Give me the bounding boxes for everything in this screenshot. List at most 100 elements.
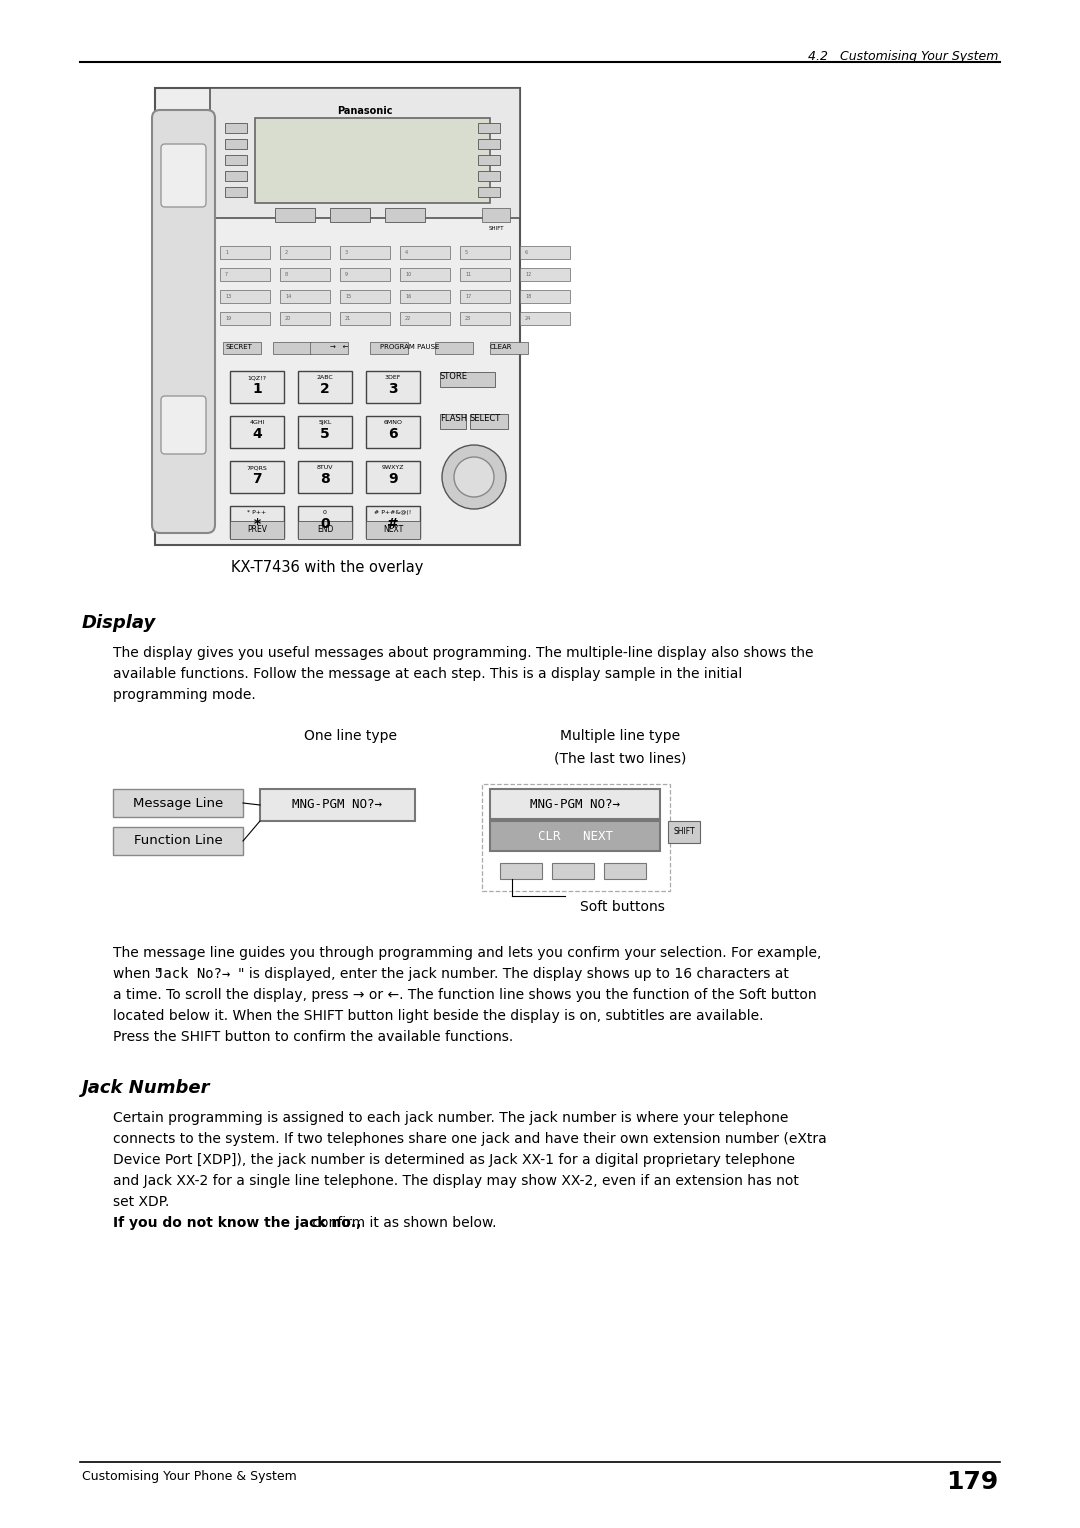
Bar <box>366 461 420 494</box>
Text: 1QZ!?: 1QZ!? <box>247 374 267 380</box>
Text: * P++: * P++ <box>247 510 267 515</box>
Text: One line type: One line type <box>303 729 396 743</box>
Bar <box>220 290 270 303</box>
Text: 6: 6 <box>525 249 528 255</box>
Text: available functions. Follow the message at each step. This is a display sample i: available functions. Follow the message … <box>113 668 742 681</box>
Text: 23: 23 <box>465 315 471 321</box>
Text: connects to the system. If two telephones share one jack and have their own exte: connects to the system. If two telephone… <box>113 1132 827 1146</box>
Text: 17: 17 <box>465 293 471 298</box>
Bar <box>460 246 510 260</box>
Text: CLR   NEXT: CLR NEXT <box>538 830 612 842</box>
Text: when ": when " <box>113 967 161 981</box>
Text: Multiple line type: Multiple line type <box>559 729 680 743</box>
Bar <box>370 342 408 354</box>
Bar <box>220 246 270 260</box>
Text: END: END <box>316 526 334 535</box>
Text: #: # <box>387 516 399 532</box>
Bar <box>220 267 270 281</box>
Text: Certain programming is assigned to each jack number. The jack number is where yo: Certain programming is assigned to each … <box>113 1111 788 1125</box>
Text: 16: 16 <box>405 293 411 298</box>
Bar <box>400 267 450 281</box>
Bar <box>275 208 315 222</box>
Bar <box>298 506 352 538</box>
Text: 8: 8 <box>320 472 329 486</box>
Bar <box>280 267 330 281</box>
Bar <box>440 414 465 429</box>
Bar <box>470 414 508 429</box>
Text: →   ←: → ← <box>330 344 349 350</box>
Text: 3DEF: 3DEF <box>384 374 401 380</box>
Bar <box>552 863 594 879</box>
Text: SHIFT: SHIFT <box>488 226 503 232</box>
Text: PREV: PREV <box>247 526 267 535</box>
Bar <box>366 416 420 448</box>
Text: Function Line: Function Line <box>134 834 222 848</box>
Bar <box>460 312 510 325</box>
Bar <box>340 312 390 325</box>
Text: The display gives you useful messages about programming. The multiple-line displ: The display gives you useful messages ab… <box>113 646 813 660</box>
Text: Panasonic: Panasonic <box>337 105 393 116</box>
Bar <box>298 371 352 403</box>
Bar <box>225 186 247 197</box>
FancyBboxPatch shape <box>161 396 206 454</box>
Text: 20: 20 <box>285 315 292 321</box>
Text: 6: 6 <box>388 426 397 442</box>
Bar <box>366 506 420 538</box>
Text: located below it. When the SHIFT button light beside the display is on, subtitle: located below it. When the SHIFT button … <box>113 1008 764 1024</box>
Text: 8TUV: 8TUV <box>316 465 334 471</box>
Text: 21: 21 <box>345 315 351 321</box>
Text: 12: 12 <box>525 272 531 277</box>
Text: 8: 8 <box>285 272 288 277</box>
Text: 11: 11 <box>465 272 471 277</box>
Text: programming mode.: programming mode. <box>113 688 256 701</box>
FancyBboxPatch shape <box>161 144 206 206</box>
Bar <box>366 521 420 539</box>
Text: Jack Number: Jack Number <box>82 1079 211 1097</box>
Bar <box>280 290 330 303</box>
Bar <box>482 784 670 891</box>
Bar <box>604 863 646 879</box>
Text: MNG-PGM NO?→: MNG-PGM NO?→ <box>530 798 620 810</box>
Text: Soft buttons: Soft buttons <box>580 900 665 914</box>
Bar <box>340 267 390 281</box>
Text: FLASH: FLASH <box>440 414 468 423</box>
Bar <box>478 122 500 133</box>
Bar <box>519 290 570 303</box>
Bar <box>490 821 660 851</box>
Text: 9: 9 <box>345 272 348 277</box>
Bar <box>482 208 510 222</box>
Bar <box>210 89 519 219</box>
Text: 3: 3 <box>388 382 397 396</box>
Bar <box>222 342 261 354</box>
Text: 1: 1 <box>225 249 228 255</box>
Bar <box>440 371 495 387</box>
Text: 2: 2 <box>320 382 329 396</box>
Bar <box>280 312 330 325</box>
Bar <box>490 788 660 819</box>
Text: 18: 18 <box>525 293 531 298</box>
Bar <box>330 208 370 222</box>
Text: PROGRAM PAUSE: PROGRAM PAUSE <box>380 344 440 350</box>
Bar <box>230 506 284 538</box>
Text: 2: 2 <box>285 249 288 255</box>
Text: 4GHI: 4GHI <box>249 420 265 425</box>
Bar <box>298 521 352 539</box>
Bar <box>113 827 243 856</box>
Bar <box>519 246 570 260</box>
Text: Message Line: Message Line <box>133 796 224 810</box>
Text: *: * <box>254 516 260 532</box>
Bar <box>340 290 390 303</box>
Text: 5: 5 <box>465 249 468 255</box>
Text: NEXT: NEXT <box>383 526 403 535</box>
Text: 7: 7 <box>253 472 261 486</box>
Text: 9WXYZ: 9WXYZ <box>381 465 404 471</box>
Bar <box>255 118 490 203</box>
Bar <box>384 208 426 222</box>
Text: 2ABC: 2ABC <box>316 374 334 380</box>
Bar <box>490 342 528 354</box>
Text: 1: 1 <box>252 382 261 396</box>
Bar <box>230 521 284 539</box>
Text: CLEAR: CLEAR <box>490 344 513 350</box>
Bar <box>366 371 420 403</box>
Circle shape <box>454 457 494 497</box>
